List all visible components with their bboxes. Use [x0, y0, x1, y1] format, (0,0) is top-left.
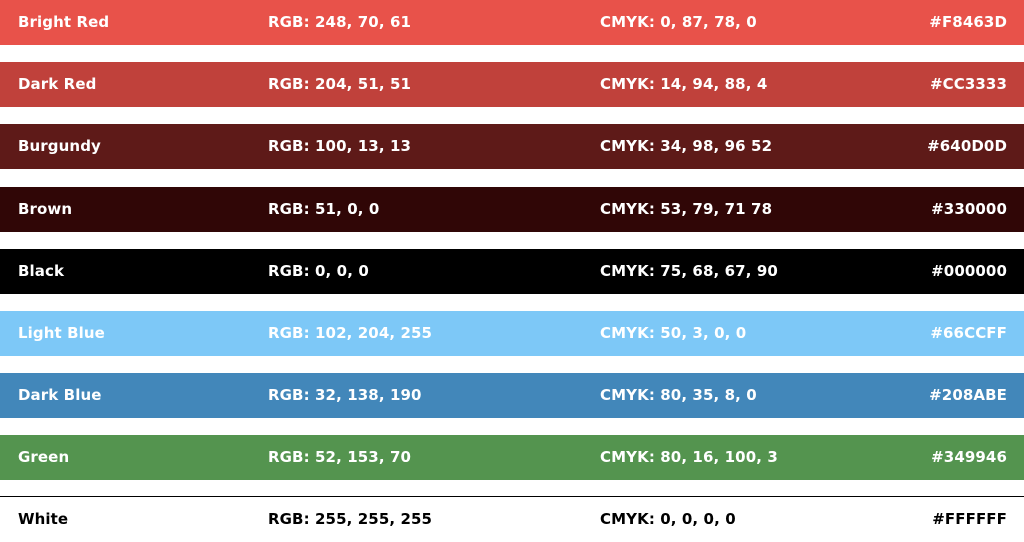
- swatch-row-brown: Brown RGB: 51, 0, 0 CMYK: 53, 79, 71 78 …: [0, 187, 1024, 232]
- swatch-hex: #66CCFF: [930, 324, 1007, 342]
- swatch-row-bright-red: Bright Red RGB: 248, 70, 61 CMYK: 0, 87,…: [0, 0, 1024, 45]
- swatch-rgb: RGB: 255, 255, 255: [268, 510, 433, 528]
- swatch-row-white: White RGB: 255, 255, 255 CMYK: 0, 0, 0, …: [0, 496, 1024, 541]
- swatch-cmyk: CMYK: 0, 0, 0, 0: [600, 510, 736, 528]
- swatch-name: Dark Blue: [18, 386, 102, 404]
- swatch-name: Burgundy: [18, 137, 101, 155]
- swatch-cmyk: CMYK: 80, 16, 100, 3: [600, 448, 778, 466]
- swatch-cmyk: CMYK: 14, 94, 88, 4: [600, 75, 768, 93]
- swatch-hex: #349946: [931, 448, 1007, 466]
- swatch-hex: #F8463D: [929, 13, 1007, 31]
- swatch-cmyk: CMYK: 50, 3, 0, 0: [600, 324, 747, 342]
- swatch-name: Dark Red: [18, 75, 97, 93]
- swatch-name: Light Blue: [18, 324, 105, 342]
- swatch-rgb: RGB: 0, 0, 0: [268, 262, 369, 280]
- swatch-hex: #FFFFFF: [932, 510, 1007, 528]
- swatch-row-dark-blue: Dark Blue RGB: 32, 138, 190 CMYK: 80, 35…: [0, 373, 1024, 418]
- swatch-rgb: RGB: 248, 70, 61: [268, 13, 412, 31]
- swatch-row-green: Green RGB: 52, 153, 70 CMYK: 80, 16, 100…: [0, 435, 1024, 480]
- swatch-cmyk: CMYK: 0, 87, 78, 0: [600, 13, 757, 31]
- swatch-name: Bright Red: [18, 13, 110, 31]
- swatch-hex: #000000: [931, 262, 1007, 280]
- swatch-name: Black: [18, 262, 65, 280]
- swatch-rgb: RGB: 51, 0, 0: [268, 200, 380, 218]
- swatch-hex: #208ABE: [929, 386, 1007, 404]
- swatch-name: Green: [18, 448, 70, 466]
- swatch-cmyk: CMYK: 80, 35, 8, 0: [600, 386, 757, 404]
- swatch-rgb: RGB: 100, 13, 13: [268, 137, 412, 155]
- swatch-rgb: RGB: 32, 138, 190: [268, 386, 422, 404]
- swatch-row-burgundy: Burgundy RGB: 100, 13, 13 CMYK: 34, 98, …: [0, 124, 1024, 169]
- swatch-cmyk: CMYK: 75, 68, 67, 90: [600, 262, 778, 280]
- swatch-hex: #330000: [931, 200, 1007, 218]
- swatch-name: White: [18, 510, 69, 528]
- swatch-cmyk: CMYK: 34, 98, 96 52: [600, 137, 773, 155]
- swatch-name: Brown: [18, 200, 73, 218]
- swatch-row-black: Black RGB: 0, 0, 0 CMYK: 75, 68, 67, 90 …: [0, 249, 1024, 294]
- swatch-hex: #CC3333: [929, 75, 1007, 93]
- swatch-row-light-blue: Light Blue RGB: 102, 204, 255 CMYK: 50, …: [0, 311, 1024, 356]
- swatch-rgb: RGB: 52, 153, 70: [268, 448, 412, 466]
- swatch-rgb: RGB: 102, 204, 255: [268, 324, 433, 342]
- swatch-row-dark-red: Dark Red RGB: 204, 51, 51 CMYK: 14, 94, …: [0, 62, 1024, 107]
- swatch-hex: #640D0D: [927, 137, 1007, 155]
- swatch-cmyk: CMYK: 53, 79, 71 78: [600, 200, 773, 218]
- swatch-rgb: RGB: 204, 51, 51: [268, 75, 412, 93]
